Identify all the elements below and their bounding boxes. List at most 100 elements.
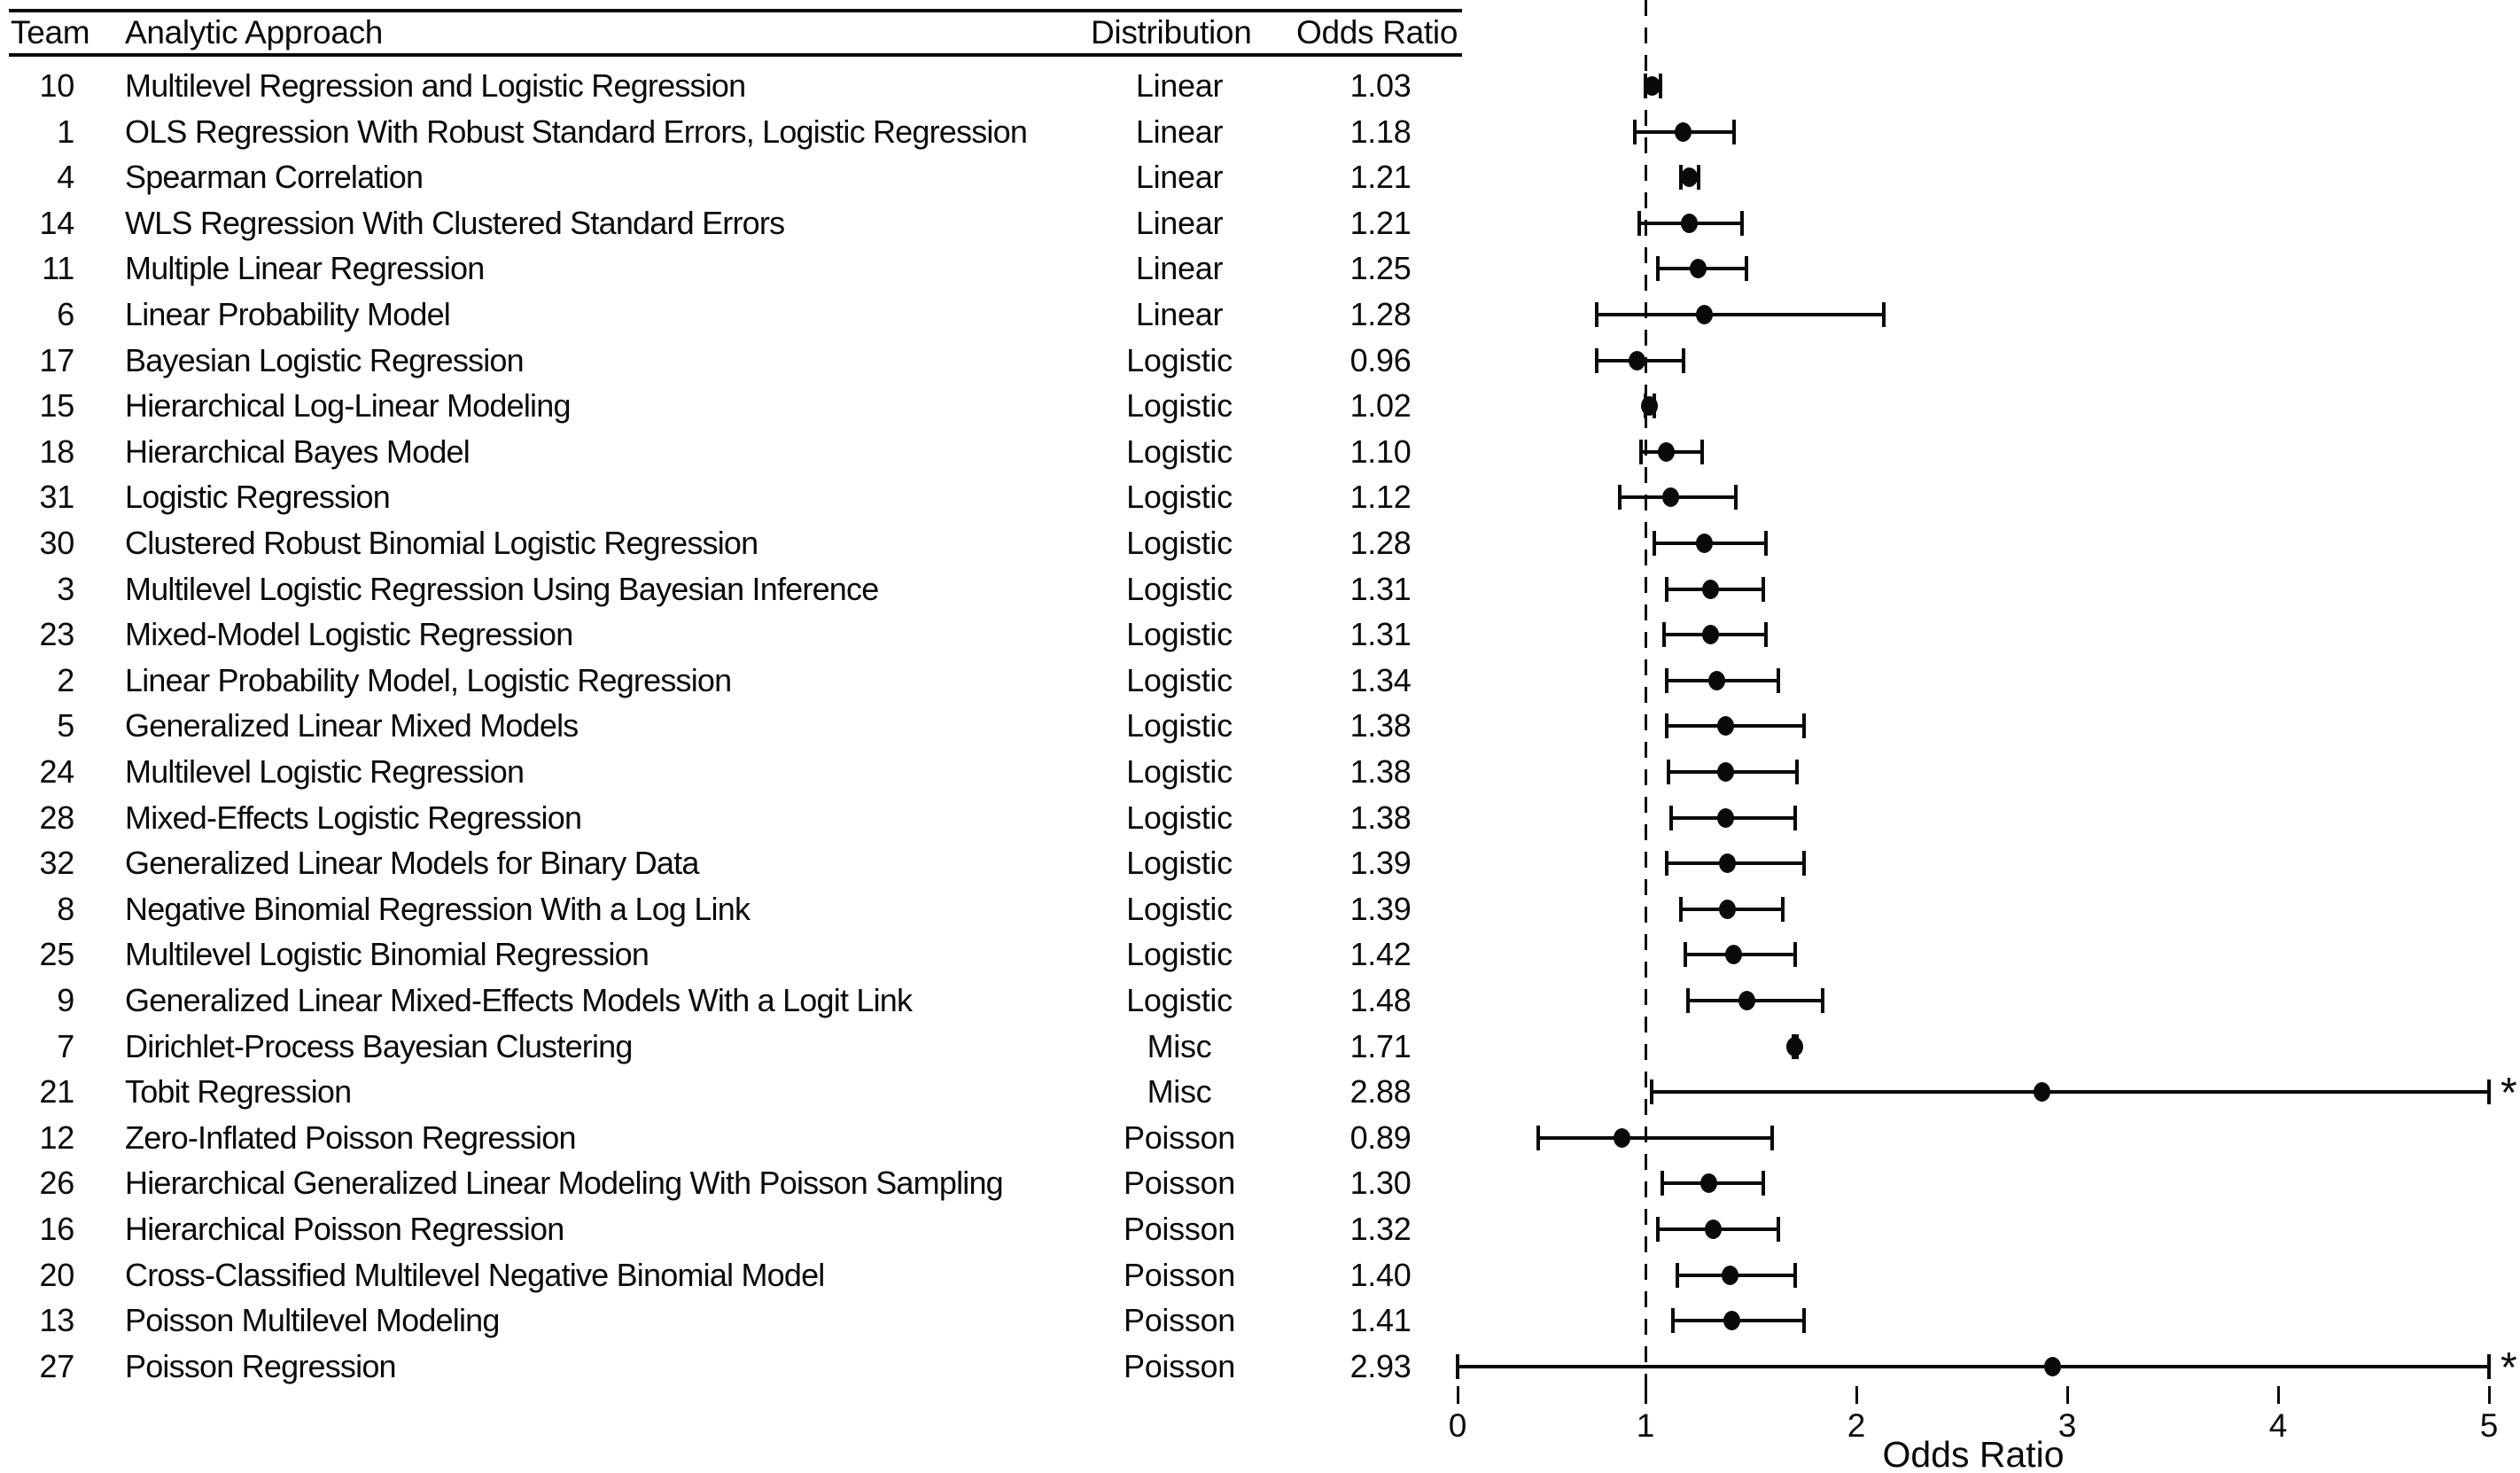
team-number-cell: 26 <box>39 1165 75 1202</box>
ci-cap-left <box>1664 713 1668 739</box>
distribution-cell: Misc <box>1147 1073 1212 1111</box>
distribution-cell: Logistic <box>1126 845 1233 882</box>
team-number-cell: 3 <box>57 570 74 607</box>
distribution-cell: Logistic <box>1126 525 1233 561</box>
point-estimate-dot <box>1643 76 1661 96</box>
ci-cap-left <box>1595 302 1599 327</box>
ci-cap-right <box>1681 347 1685 373</box>
ci-cap-left <box>1650 1079 1654 1105</box>
team-number-cell: 13 <box>39 1302 75 1339</box>
odds-ratio-cell: 2.88 <box>1349 1073 1412 1111</box>
distribution-cell: Linear <box>1135 250 1224 287</box>
point-estimate-dot <box>1658 441 1676 462</box>
approach-cell: Poisson Multilevel Modeling <box>125 1302 500 1339</box>
x-axis-tick <box>2276 1386 2280 1404</box>
ci-cap-left <box>1675 1262 1679 1288</box>
ci-cap-left <box>1679 896 1684 922</box>
odds-ratio-cell: 1.40 <box>1349 1256 1412 1293</box>
table-top-rule <box>9 9 1462 12</box>
approach-cell: Multilevel Logistic Regression Using Bay… <box>125 570 879 607</box>
distribution-cell: Poisson <box>1124 1165 1235 1202</box>
col-header-distribution: Distribution <box>1091 14 1252 51</box>
point-estimate-dot <box>1690 259 1707 279</box>
x-axis-tick-label: 3 <box>2057 1407 2077 1444</box>
odds-ratio-cell: 1.12 <box>1349 479 1412 516</box>
distribution-cell: Poisson <box>1124 1256 1235 1293</box>
point-estimate-dot <box>1719 899 1737 919</box>
x-axis-tick <box>2487 1386 2491 1404</box>
distribution-cell: Logistic <box>1126 936 1233 973</box>
approach-cell: Hierarchical Poisson Regression <box>125 1211 564 1247</box>
point-estimate-dot <box>1786 1036 1804 1056</box>
ci-cap-right <box>1658 74 1662 98</box>
approach-cell: Bayesian Logistic Regression <box>125 341 525 378</box>
odds-ratio-cell: 1.02 <box>1349 387 1412 425</box>
team-number-cell: 17 <box>39 341 75 378</box>
truncation-asterisk: * <box>2501 1070 2517 1118</box>
truncation-asterisk: * <box>2501 1344 2517 1391</box>
approach-cell: Multilevel Regression and Logistic Regre… <box>125 67 746 104</box>
ci-cap-right <box>2487 1079 2491 1105</box>
approach-cell: Hierarchical Bayes Model <box>125 433 471 470</box>
approach-cell: Clustered Robust Binomial Logistic Regre… <box>125 525 758 561</box>
odds-ratio-cell: 1.28 <box>1349 296 1412 332</box>
ci-cap-right <box>1801 851 1806 877</box>
point-estimate-dot <box>1704 1220 1722 1239</box>
ci-cap-left <box>1668 805 1673 830</box>
odds-ratio-cell: 1.30 <box>1349 1165 1412 1202</box>
point-estimate-dot <box>1708 670 1726 690</box>
approach-cell: OLS Regression With Robust Standard Erro… <box>125 113 1028 150</box>
team-number-cell: 9 <box>57 982 74 1018</box>
reference-line-or-1 <box>1645 0 1647 1404</box>
distribution-cell: Logistic <box>1126 433 1233 470</box>
odds-ratio-cell: 1.38 <box>1349 753 1412 790</box>
distribution-cell: Logistic <box>1126 890 1233 927</box>
ci-cap-right <box>1700 439 1705 464</box>
ci-cap-right <box>1769 1125 1774 1150</box>
point-estimate-dot <box>1721 1265 1738 1285</box>
team-number-cell: 20 <box>39 1256 75 1293</box>
point-estimate-dot <box>1614 1127 1631 1148</box>
col-header-team: Team <box>11 14 90 51</box>
approach-cell: Mixed-Model Logistic Regression <box>125 616 573 653</box>
approach-cell: Zero-Inflated Poisson Regression <box>125 1118 576 1156</box>
distribution-cell: Linear <box>1135 296 1224 332</box>
approach-cell: Multiple Linear Regression <box>125 250 485 287</box>
ci-cap-left <box>1633 119 1637 144</box>
ci-cap-left <box>1595 347 1599 373</box>
ci-cap-left <box>1670 1308 1675 1334</box>
approach-cell: Linear Probability Model <box>125 296 451 332</box>
ci-cap-left <box>1664 851 1668 877</box>
ci-cap-right <box>1801 1308 1806 1334</box>
distribution-cell: Logistic <box>1126 341 1233 378</box>
team-number-cell: 31 <box>39 479 75 516</box>
x-axis-title: Odds Ratio <box>1882 1434 2065 1473</box>
ci-cap-right <box>1740 210 1745 236</box>
odds-ratio-cell: 1.42 <box>1349 936 1412 973</box>
odds-ratio-cell: 1.41 <box>1349 1302 1412 1339</box>
x-axis-tick <box>1644 1386 1647 1404</box>
ci-cap-right <box>1793 805 1797 830</box>
odds-ratio-cell: 2.93 <box>1349 1347 1412 1384</box>
odds-ratio-cell: 0.89 <box>1349 1118 1412 1156</box>
approach-cell: Generalized Linear Models for Binary Dat… <box>125 845 699 882</box>
odds-ratio-cell: 1.28 <box>1349 525 1412 561</box>
ci-cap-right <box>1780 896 1785 922</box>
approach-cell: Linear Probability Model, Logistic Regre… <box>125 661 732 698</box>
x-axis-tick-label: 4 <box>2268 1407 2288 1444</box>
point-estimate-dot <box>1725 945 1743 965</box>
ci-line <box>1652 1090 2489 1095</box>
team-number-cell: 1 <box>57 113 74 150</box>
team-number-cell: 7 <box>57 1027 74 1064</box>
x-axis-tick <box>2065 1386 2069 1404</box>
team-number-cell: 2 <box>57 661 74 698</box>
ci-cap-right <box>1745 256 1749 282</box>
ci-cap-left <box>1667 760 1671 784</box>
col-header-approach: Analytic Approach <box>125 14 384 51</box>
team-number-cell: 27 <box>39 1347 75 1384</box>
distribution-cell: Linear <box>1135 113 1224 150</box>
point-estimate-dot <box>1716 807 1734 828</box>
point-estimate-dot <box>1681 168 1699 188</box>
ci-cap-left <box>1656 1217 1661 1242</box>
